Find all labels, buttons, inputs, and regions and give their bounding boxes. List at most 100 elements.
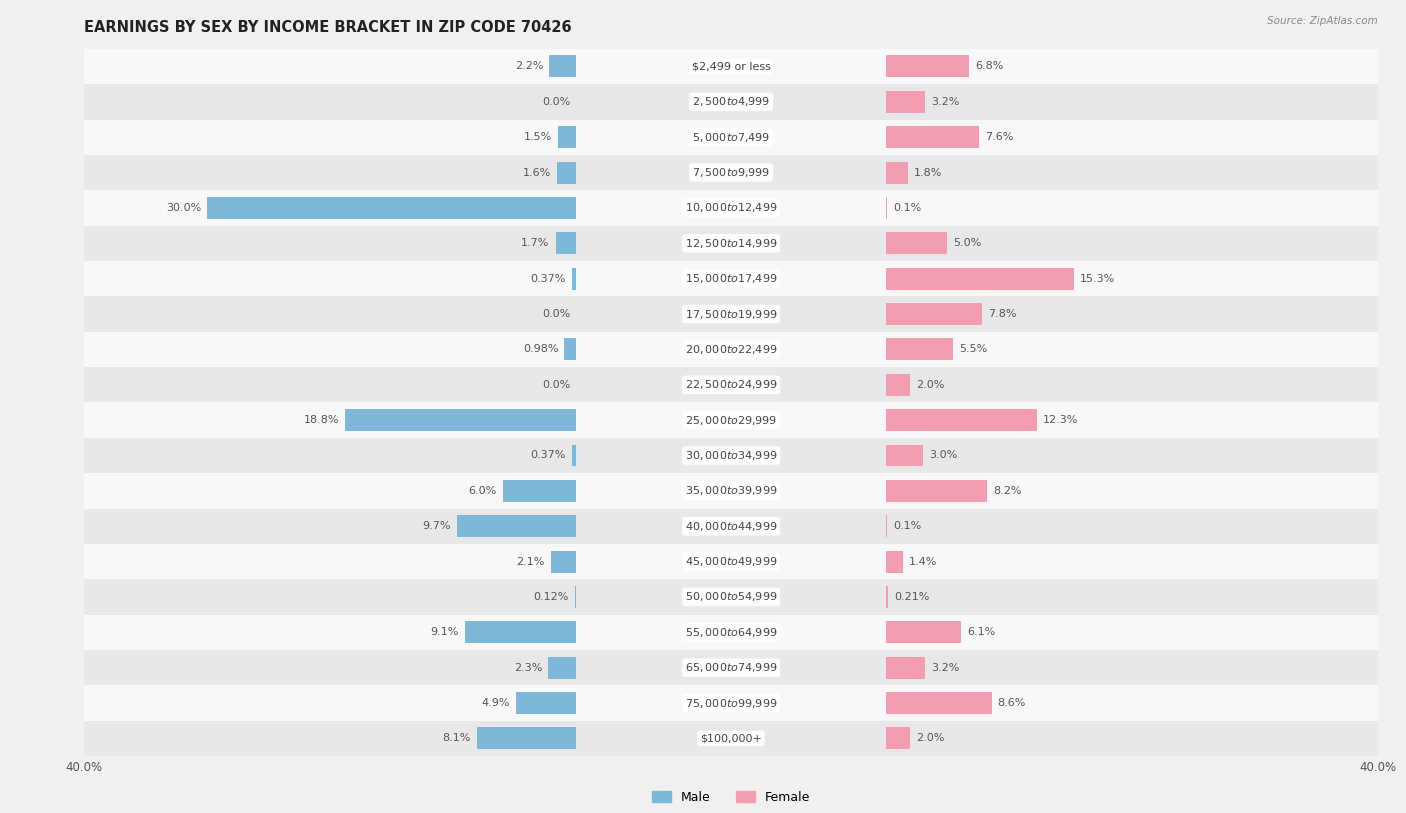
Text: 0.12%: 0.12% <box>533 592 569 602</box>
Text: $75,000 to $99,999: $75,000 to $99,999 <box>685 697 778 710</box>
Bar <box>557 162 576 184</box>
Bar <box>576 120 886 154</box>
Bar <box>886 233 948 254</box>
Text: 18.8%: 18.8% <box>304 415 339 425</box>
Text: 1.7%: 1.7% <box>522 238 550 248</box>
Text: 0.21%: 0.21% <box>894 592 929 602</box>
Text: 4.9%: 4.9% <box>481 698 510 708</box>
Bar <box>503 480 576 502</box>
Text: 2.3%: 2.3% <box>513 663 541 672</box>
Text: $17,500 to $19,999: $17,500 to $19,999 <box>685 307 778 320</box>
Bar <box>886 374 911 396</box>
Bar <box>477 728 576 750</box>
Text: 0.0%: 0.0% <box>543 97 571 107</box>
Bar <box>886 367 1378 402</box>
Bar <box>576 509 886 544</box>
Text: 8.6%: 8.6% <box>998 698 1026 708</box>
Bar <box>886 190 1378 226</box>
Text: 8.2%: 8.2% <box>993 486 1021 496</box>
Bar <box>575 586 576 608</box>
Text: 0.37%: 0.37% <box>530 450 565 460</box>
Bar <box>572 267 576 289</box>
Bar <box>886 409 1038 431</box>
Bar <box>886 480 987 502</box>
Bar <box>84 437 576 473</box>
Bar <box>886 728 911 750</box>
Bar <box>84 332 576 367</box>
Text: $45,000 to $49,999: $45,000 to $49,999 <box>685 555 778 568</box>
Text: 2.1%: 2.1% <box>516 557 544 567</box>
Text: 1.5%: 1.5% <box>523 133 551 142</box>
Bar <box>550 55 576 77</box>
Bar <box>886 261 1378 297</box>
Bar <box>886 297 1378 332</box>
Text: EARNINGS BY SEX BY INCOME BRACKET IN ZIP CODE 70426: EARNINGS BY SEX BY INCOME BRACKET IN ZIP… <box>84 20 572 35</box>
Text: Source: ZipAtlas.com: Source: ZipAtlas.com <box>1267 16 1378 26</box>
Bar <box>576 720 886 756</box>
Text: 0.1%: 0.1% <box>893 521 921 531</box>
Bar <box>576 226 886 261</box>
Bar <box>576 473 886 509</box>
Bar <box>84 579 576 615</box>
Text: $2,499 or less: $2,499 or less <box>692 62 770 72</box>
Bar <box>886 586 889 608</box>
Bar <box>886 91 925 113</box>
Text: $10,000 to $12,499: $10,000 to $12,499 <box>685 202 778 215</box>
Text: 5.0%: 5.0% <box>953 238 981 248</box>
Text: $7,500 to $9,999: $7,500 to $9,999 <box>692 166 770 179</box>
Text: $2,500 to $4,999: $2,500 to $4,999 <box>692 95 770 108</box>
Bar <box>886 226 1378 261</box>
Text: $65,000 to $74,999: $65,000 to $74,999 <box>685 661 778 674</box>
Bar <box>886 49 1378 84</box>
Text: 1.6%: 1.6% <box>523 167 551 177</box>
Bar <box>84 49 576 84</box>
Bar <box>84 226 576 261</box>
Text: 0.0%: 0.0% <box>543 309 571 319</box>
Bar <box>84 261 576 297</box>
Bar <box>564 338 576 360</box>
Bar <box>84 473 576 509</box>
Bar <box>886 509 1378 544</box>
Text: 6.0%: 6.0% <box>468 486 496 496</box>
Text: $35,000 to $39,999: $35,000 to $39,999 <box>685 485 778 498</box>
Bar <box>84 155 576 190</box>
Bar <box>886 332 1378 367</box>
Bar <box>886 126 979 148</box>
Text: 12.3%: 12.3% <box>1043 415 1078 425</box>
Bar <box>84 685 576 721</box>
Text: 3.2%: 3.2% <box>931 663 960 672</box>
Text: $100,000+: $100,000+ <box>700 733 762 743</box>
Text: $22,500 to $24,999: $22,500 to $24,999 <box>685 378 778 391</box>
Bar <box>555 233 576 254</box>
Bar <box>576 402 886 437</box>
Bar <box>84 367 576 402</box>
Bar <box>576 49 886 84</box>
Bar <box>84 84 576 120</box>
Bar <box>886 402 1378 437</box>
Text: 0.98%: 0.98% <box>523 345 558 354</box>
Text: 5.5%: 5.5% <box>960 345 988 354</box>
Bar <box>84 720 576 756</box>
Bar <box>576 579 886 615</box>
Text: 0.0%: 0.0% <box>543 380 571 389</box>
Bar <box>886 544 1378 579</box>
Bar <box>576 544 886 579</box>
Bar <box>576 297 886 332</box>
Bar <box>886 120 1378 154</box>
Bar <box>576 650 886 685</box>
Bar <box>572 445 576 467</box>
Bar <box>886 84 1378 120</box>
Bar <box>886 685 1378 721</box>
Bar <box>576 685 886 721</box>
Text: 7.6%: 7.6% <box>986 133 1014 142</box>
Text: $30,000 to $34,999: $30,000 to $34,999 <box>685 449 778 462</box>
Bar <box>886 445 922 467</box>
Bar <box>84 120 576 154</box>
Text: 2.0%: 2.0% <box>917 733 945 743</box>
Text: 2.2%: 2.2% <box>515 62 543 72</box>
Text: 1.4%: 1.4% <box>910 557 938 567</box>
Bar <box>886 267 1074 289</box>
Bar <box>551 550 576 572</box>
Bar <box>84 297 576 332</box>
Bar <box>84 544 576 579</box>
